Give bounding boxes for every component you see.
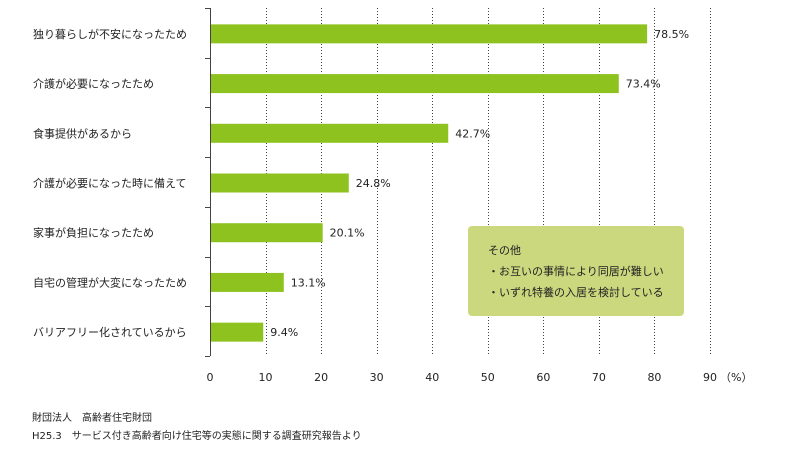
x-tick-label: 0	[207, 371, 214, 384]
x-tick-label: 50	[481, 371, 495, 384]
source-report: H25.3 サービス付き高齢者向け住宅等の実態に関する調査研究報告より	[32, 431, 362, 442]
value-label: 24.8%	[356, 177, 391, 190]
category-label: 家事が負担になったため	[33, 226, 154, 240]
source-organization: 財団法人 高齢者住宅財団	[32, 413, 152, 424]
value-label: 13.1%	[291, 276, 326, 289]
note-item: ・お互いの事情により同居が難しい	[488, 265, 664, 278]
bar	[211, 74, 619, 94]
x-unit-label: （%）	[720, 371, 752, 384]
value-label: 42.7%	[455, 127, 490, 140]
x-tick-label: 10	[259, 371, 273, 384]
bar	[211, 223, 323, 243]
value-label: 78.5%	[654, 28, 689, 41]
category-label: 食事提供があるから	[33, 126, 132, 140]
bar	[211, 272, 284, 292]
category-label: 独り暮らしが不安になったため	[33, 27, 187, 41]
bar	[211, 322, 264, 342]
x-tick-label: 80	[647, 371, 661, 384]
category-label: 介護が必要になったため	[33, 77, 154, 91]
x-tick-label: 90	[703, 371, 717, 384]
x-tick-label: 70	[592, 371, 606, 384]
x-tick-label: 40	[425, 371, 439, 384]
x-tick-label: 20	[314, 371, 328, 384]
note-title: その他	[488, 244, 521, 257]
value-label: 20.1%	[330, 227, 365, 240]
other-reasons-note: その他 ・お互いの事情により同居が難しい ・いずれ特養の入居を検討している	[468, 226, 684, 316]
category-label: バリアフリー化されているから	[33, 325, 187, 339]
x-tick-label: 30	[370, 371, 384, 384]
x-tick-label: 60	[536, 371, 550, 384]
category-label: 介護が必要になった時に備えて	[33, 176, 186, 190]
value-label: 9.4%	[270, 326, 298, 339]
note-item: ・いずれ特養の入居を検討している	[488, 286, 664, 299]
bar	[211, 24, 648, 44]
bar	[211, 123, 449, 143]
category-label: 自宅の管理が大変になったため	[33, 275, 187, 289]
bar	[211, 173, 349, 193]
value-label: 73.4%	[626, 78, 661, 91]
